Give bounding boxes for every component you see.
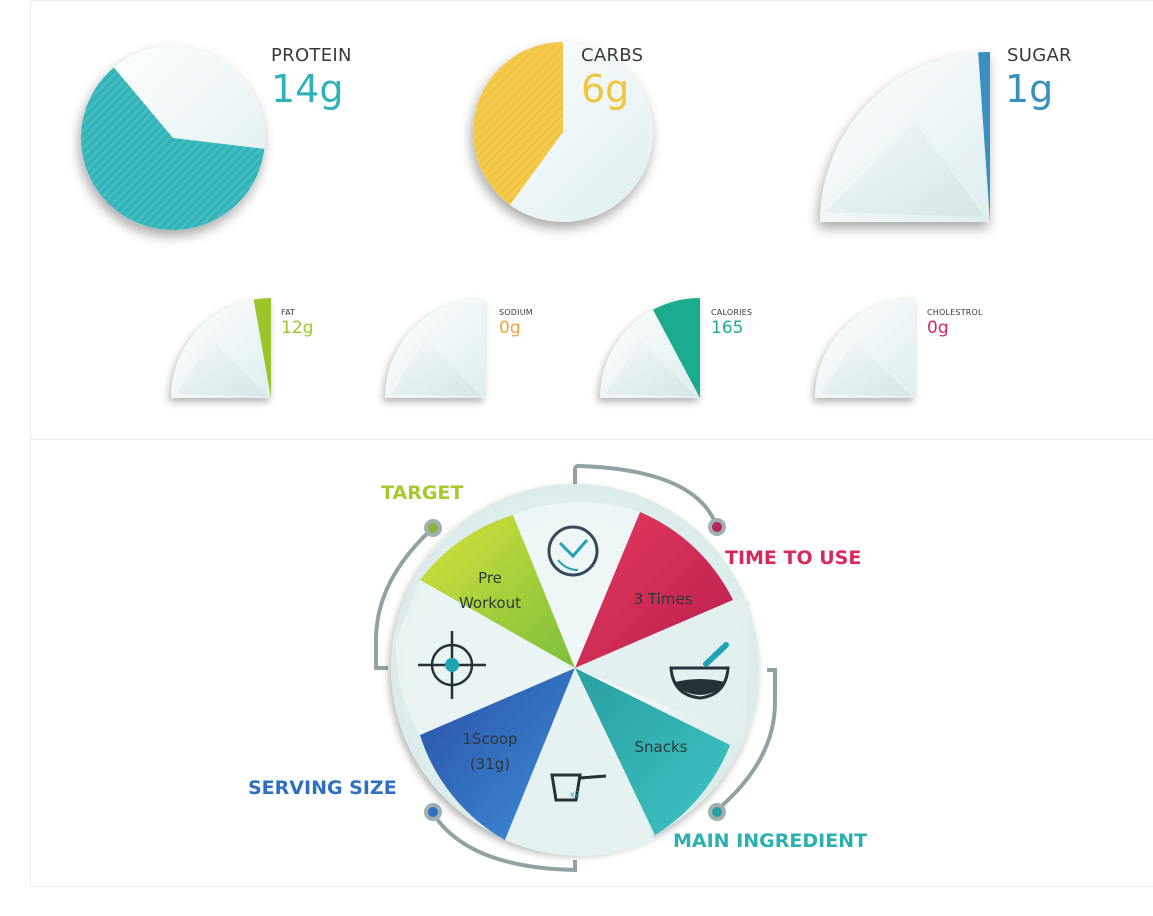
calories-value: 165 [711, 318, 744, 338]
pie-fat [171, 298, 271, 398]
title-time-to-use: TIME TO USE [725, 547, 862, 569]
measuring-cup-icon: x2 [550, 773, 607, 802]
fat-value: 12g [281, 318, 314, 338]
pie-fat-fold [177, 340, 267, 396]
pie-protein-texture [80, 67, 265, 230]
calories-label: CALORIES [711, 308, 753, 317]
pie-sugar-fold [825, 122, 985, 217]
svg-text:x2: x2 [570, 790, 580, 799]
slice-bowl [575, 600, 750, 740]
title-main-ingredient: MAIN INGREDIENT [673, 830, 868, 852]
segment-target-line2: Workout [459, 594, 521, 612]
pie-sugar-slice [978, 51, 990, 223]
sodium-value: 0g [499, 318, 521, 338]
connector-lines [374, 463, 778, 873]
pie-carbs [473, 42, 653, 222]
pie-sodium [385, 298, 485, 398]
segment-serving-line2: (31g) [470, 755, 510, 773]
cholestrol-value: 0g [927, 318, 949, 338]
pie-protein [80, 46, 265, 230]
segment-time [575, 512, 733, 668]
pie-carbs-texture [473, 42, 563, 205]
slice-cup [505, 668, 655, 856]
bowl-icon [669, 642, 730, 700]
sugar-value: 1g [1005, 67, 1054, 111]
segment-ingredient-label: Snacks [635, 738, 688, 756]
pie-sodium-fold [391, 340, 481, 396]
title-serving-size: SERVING SIZE [248, 777, 397, 799]
detail-pie-charts [171, 298, 915, 398]
pie-cholestrol-fold [821, 340, 911, 396]
clock-icon [547, 525, 599, 577]
segment-serving-line1: 1Scoop [462, 730, 517, 748]
slice-clock [513, 502, 640, 668]
carbs-label: CARBS [581, 45, 644, 66]
pie-fat-slice [253, 298, 271, 398]
cholestrol-label: CHOLESTROL [927, 308, 983, 317]
protein-value: 14g [271, 67, 344, 111]
pie-calories [600, 298, 700, 398]
connector-dots [424, 518, 726, 821]
fat-label: FAT [281, 308, 296, 317]
protein-label: PROTEIN [271, 45, 352, 66]
slice-crosshair [395, 580, 575, 735]
carbs-value: 6g [581, 67, 630, 111]
pie-calories-fold [606, 340, 696, 396]
segment-target-line1: Pre [478, 569, 502, 587]
usage-wheel: Pre Workout 3 Times Snacks 1Scoop (31g) … [374, 463, 778, 873]
sugar-label: SUGAR [1007, 45, 1072, 66]
segment-serving [420, 668, 575, 840]
pie-cholestrol [815, 298, 915, 398]
title-target: TARGET [381, 482, 464, 504]
segment-ingredient [575, 668, 730, 835]
pie-calories-slice [653, 298, 700, 398]
crosshair-icon [418, 631, 486, 699]
macro-pie-charts [80, 42, 990, 230]
pie-sugar [820, 51, 990, 223]
sodium-label: SODIUM [499, 308, 533, 317]
segment-time-label: 3 Times [634, 590, 693, 608]
segment-target [420, 515, 575, 668]
